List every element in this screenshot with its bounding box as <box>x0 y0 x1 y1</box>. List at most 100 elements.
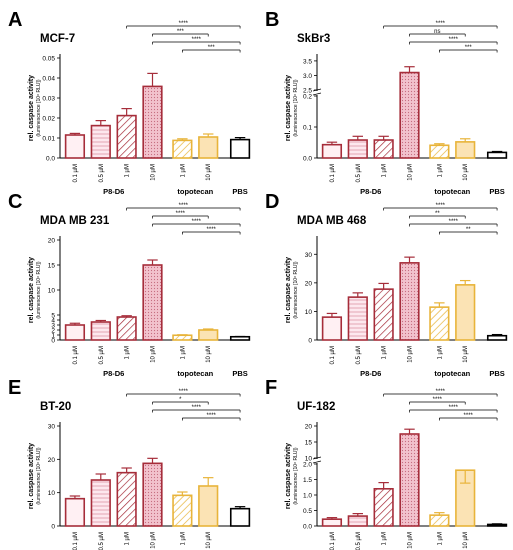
sig-label: **** <box>464 413 474 419</box>
bar <box>172 139 193 159</box>
group-label: PBS <box>489 187 504 196</box>
bar <box>172 334 193 341</box>
y-tick-label: 0.2 <box>303 94 312 101</box>
axis-break-mark <box>312 92 322 96</box>
y-axis-unit: (luminescence [10⁸ RLU]) <box>293 261 299 318</box>
y-tick-label: 5 <box>51 313 55 320</box>
y-tick-label: 15 <box>48 263 56 270</box>
y-tick-label: 0.0 <box>46 156 55 163</box>
x-tick-label: 1 µM <box>437 532 443 545</box>
sig-label: *** <box>465 45 473 51</box>
group-label: P8-D6 <box>360 187 381 196</box>
group-label: topotecan <box>434 369 470 378</box>
panel-letter: E <box>8 377 21 399</box>
bar <box>142 264 163 341</box>
y-tick-label: 3 <box>51 323 55 330</box>
y-tick-label: 20 <box>305 280 313 287</box>
x-tick-label: 10 µM <box>151 532 157 549</box>
x-tick-label: 1 µM <box>382 532 388 545</box>
x-tick-label: 0.5 µM <box>356 532 362 550</box>
x-tick-label: 1 µM <box>437 346 443 359</box>
y-tick-label: 3.0 <box>303 73 312 80</box>
sig-label: **** <box>176 211 186 217</box>
x-tick-label: 10 µM <box>408 532 414 549</box>
sig-label: **** <box>192 219 202 225</box>
y-tick-label: 1.5 <box>303 477 312 484</box>
x-tick-label: 10 µM <box>151 346 157 363</box>
sig-label: **** <box>449 405 459 411</box>
x-tick-label: 10 µM <box>463 532 469 549</box>
bar <box>172 494 193 527</box>
group-label: PBS <box>489 369 504 378</box>
group-label: topotecan <box>177 187 213 196</box>
x-tick-label: 1 µM <box>125 532 131 545</box>
x-tick-label: 10 µM <box>463 164 469 181</box>
y-axis-label: rel. caspase activity <box>285 257 292 323</box>
y-tick-label: 10 <box>305 456 313 463</box>
bar <box>198 136 219 159</box>
panel-D: D MDA MB 468 0 10 20 30 rel. caspase activity(… <box>265 191 508 378</box>
y-axis-label: rel. caspase activity <box>285 75 292 141</box>
sig-label: ** <box>435 211 440 217</box>
bar <box>116 471 137 527</box>
axis-break-mark <box>312 456 322 460</box>
x-tick-label: 1 µM <box>180 532 186 545</box>
x-tick-label: 10 µM <box>151 164 157 181</box>
bar <box>229 335 251 341</box>
x-tick-label: 1 µM <box>180 346 186 359</box>
x-tick-label: 0.1 µM <box>73 532 79 550</box>
bar <box>229 507 251 527</box>
y-tick-label: 2.0 <box>303 462 312 469</box>
bar <box>347 296 368 341</box>
y-tick-label: 0.03 <box>42 96 55 103</box>
bar <box>321 143 343 159</box>
x-tick-label: 10 µM <box>408 164 414 181</box>
y-axis-label: rel. caspase activity <box>28 443 35 509</box>
y-tick-label: 30 <box>305 252 313 259</box>
sig-label: **** <box>449 37 459 43</box>
axis-break-mark <box>312 460 322 464</box>
sig-label: **** <box>179 389 189 395</box>
x-tick-label: 1 µM <box>382 164 388 177</box>
x-tick-label: 0.1 µM <box>330 164 336 182</box>
y-tick-label: 10 <box>48 288 56 295</box>
x-tick-label: 0.1 µM <box>330 346 336 364</box>
bar <box>229 138 251 159</box>
bar <box>64 134 86 159</box>
x-tick-label: 0.5 µM <box>356 164 362 182</box>
y-axis-unit: (luminescence [10⁸ RLU]) <box>293 79 299 136</box>
group-label: PBS <box>232 369 247 378</box>
panel-letter: D <box>265 191 279 213</box>
y-tick-label: 0 <box>308 338 312 345</box>
panel-letter: A <box>8 9 22 31</box>
panel-title: MCF-7 <box>40 33 75 45</box>
y-axis-unit: (luminescence [10⁸ RLU]) <box>36 261 42 318</box>
bar <box>429 306 450 341</box>
x-tick-label: 10 µM <box>408 346 414 363</box>
sig-label: **** <box>436 21 446 27</box>
bar <box>90 124 111 159</box>
bar <box>64 324 86 341</box>
bar <box>486 334 508 341</box>
x-tick-label: 0.5 µM <box>356 346 362 364</box>
group-label: P8-D6 <box>103 187 124 196</box>
group-label: PBS <box>232 187 247 196</box>
sig-label: **** <box>449 219 459 225</box>
y-axis-unit: (luminescence [10⁸ RLU]) <box>293 447 299 504</box>
sig-label: *** <box>208 45 216 51</box>
bar <box>373 288 394 341</box>
panel-letter: C <box>8 191 22 213</box>
bar <box>198 329 219 341</box>
group-label: P8-D6 <box>103 369 124 378</box>
y-axis-unit: (luminescence [10⁸ RLU]) <box>36 447 42 504</box>
y-tick-label: 1.0 <box>303 493 312 500</box>
x-tick-label: 10 µM <box>463 346 469 363</box>
bar <box>347 139 368 159</box>
bar <box>321 316 343 341</box>
y-tick-label: 10 <box>48 490 56 497</box>
bar <box>142 85 163 159</box>
y-tick-label: 0.05 <box>42 56 55 63</box>
bar <box>90 479 111 527</box>
y-tick-label: 0.04 <box>42 76 55 83</box>
